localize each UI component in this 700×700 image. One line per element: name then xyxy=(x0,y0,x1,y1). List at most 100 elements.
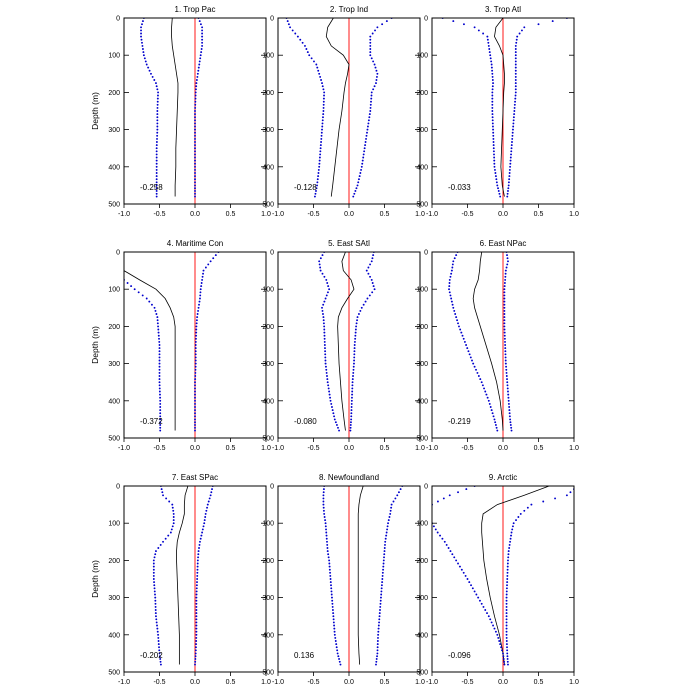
series-lower-point xyxy=(458,325,460,328)
series-upper-point xyxy=(510,147,513,150)
series-lower-point xyxy=(321,306,323,309)
series-upper-point xyxy=(350,402,353,405)
series-lower-point xyxy=(319,257,322,260)
y-tick-label: 500 xyxy=(416,202,428,209)
series-upper-point xyxy=(194,134,196,137)
y-tick-label: 300 xyxy=(416,361,428,368)
series-lower-point xyxy=(109,251,111,253)
panel-2: 2. Trop Ind -1.0 -0.5 0.0 0.5 1.0 0 100 200 300 40… xyxy=(262,5,425,218)
series-upper-point xyxy=(352,368,355,371)
series-upper-point xyxy=(360,165,363,168)
y-tick-label: 0 xyxy=(116,250,120,257)
series-lower-point xyxy=(319,75,322,78)
series-lower-point xyxy=(137,291,140,294)
series-upper-point xyxy=(504,362,507,365)
panel-title: 3. Trop Atl xyxy=(485,5,521,14)
series-lower-point xyxy=(330,593,333,596)
series-lower-point xyxy=(155,175,158,178)
series-upper-point xyxy=(198,303,200,306)
series-lower-point xyxy=(451,553,454,556)
series-lower-point xyxy=(483,387,486,390)
series-upper-point xyxy=(367,122,370,125)
series-lower-point xyxy=(156,322,159,325)
series-lower-point xyxy=(319,150,322,153)
series-lower-point xyxy=(109,260,111,262)
series-upper-point xyxy=(195,596,198,599)
series-lower-point xyxy=(320,79,323,81)
series-mean-line xyxy=(494,18,505,197)
series-upper-point xyxy=(507,187,510,190)
series-lower-point xyxy=(492,624,495,627)
series-upper-point xyxy=(508,172,511,174)
series-upper-point xyxy=(375,660,378,663)
correlation-annotation: 0.136 xyxy=(294,651,315,660)
series-lower-point xyxy=(157,331,160,334)
series-lower-point xyxy=(468,581,471,584)
series-lower-point xyxy=(158,362,161,365)
series-lower-point xyxy=(156,100,159,103)
series-lower-point xyxy=(326,543,329,546)
series-upper-point xyxy=(551,20,554,23)
series-upper-point xyxy=(194,652,197,655)
series-lower-point xyxy=(322,110,325,112)
series-lower-point xyxy=(152,562,155,565)
series-upper-point xyxy=(202,269,205,272)
y-tick-label: 100 xyxy=(416,521,428,528)
x-tick-label: 0.5 xyxy=(226,211,236,218)
series-lower-point xyxy=(315,63,318,66)
series-upper-point xyxy=(380,587,383,590)
y-tick-label: 0 xyxy=(116,16,120,23)
series-lower-point xyxy=(159,415,162,418)
y-tick-label: 100 xyxy=(262,53,274,60)
series-upper-point xyxy=(194,424,196,426)
series-lower-point xyxy=(158,375,161,377)
series-upper-point xyxy=(353,356,356,359)
series-upper-point xyxy=(370,260,373,263)
x-tick-label: 0.0 xyxy=(344,679,354,686)
series-upper-point xyxy=(506,578,509,580)
series-upper-point xyxy=(195,624,198,627)
series-lower-point xyxy=(494,168,496,171)
series-upper-point xyxy=(506,655,509,658)
series-lower-point xyxy=(488,51,491,54)
series-upper-point xyxy=(397,491,400,494)
series-lower-point xyxy=(155,190,158,192)
series-upper-point xyxy=(505,371,508,374)
series-upper-point xyxy=(504,350,507,353)
series-lower-point xyxy=(158,350,161,353)
series-upper-point xyxy=(194,368,197,371)
series-upper-point xyxy=(194,116,196,119)
series-upper-point xyxy=(194,396,196,399)
series-lower-point xyxy=(109,263,111,265)
series-upper-point xyxy=(195,587,198,590)
y-axis-label: Depth (m) xyxy=(90,92,100,130)
series-upper-point xyxy=(509,156,512,159)
series-upper-point xyxy=(194,415,196,418)
series-lower-point xyxy=(486,38,489,41)
series-lower-point xyxy=(319,144,322,147)
series-lower-point xyxy=(337,426,339,429)
series-upper-point xyxy=(503,319,506,322)
series-upper-point xyxy=(389,512,392,515)
correlation-annotation: -0.219 xyxy=(448,417,471,426)
series-upper-point xyxy=(507,402,510,405)
x-tick-label: -0.5 xyxy=(153,211,165,218)
series-lower-point xyxy=(156,103,159,106)
series-lower-point xyxy=(155,178,158,181)
series-lower-point xyxy=(324,519,327,522)
series-upper-point xyxy=(509,540,512,543)
series-lower-point xyxy=(482,32,485,35)
series-lower-point xyxy=(329,396,332,399)
series-upper-point xyxy=(357,181,360,184)
series-lower-point xyxy=(329,574,332,577)
series-upper-point xyxy=(507,556,510,559)
series-upper-point xyxy=(514,60,517,63)
series-upper-point xyxy=(195,593,198,596)
series-lower-point xyxy=(155,313,158,315)
x-tick-label: -1.0 xyxy=(118,679,130,686)
correlation-annotation: -0.258 xyxy=(140,183,163,192)
series-lower-point xyxy=(466,347,469,350)
series-upper-point xyxy=(377,627,380,630)
series-upper-point xyxy=(503,288,506,291)
series-upper-point xyxy=(510,144,513,147)
